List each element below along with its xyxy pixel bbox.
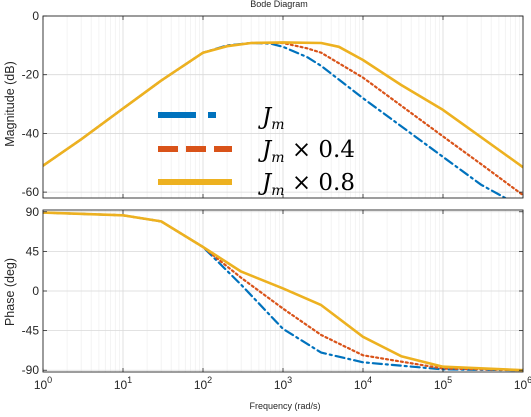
x-tick-label: 104 <box>354 375 372 392</box>
legend-label-jm: Jm <box>258 104 285 133</box>
phase-axis-label: Phase (deg) <box>3 258 17 326</box>
phase-y-tick-label: 0 <box>32 284 39 298</box>
phase-axes-frame <box>42 209 524 373</box>
x-axis-label: Frequency (rad/s) <box>249 401 320 411</box>
chart-title: Bode Diagram <box>250 0 308 9</box>
legend-label-jm-08: Jm × 0.8 <box>258 170 355 199</box>
magnitude-series-line-3 <box>43 41 523 169</box>
magnitude-axes-frame <box>42 15 524 199</box>
legend-label-jm-04: Jm × 0.4 <box>258 137 355 166</box>
magnitude-axes <box>42 15 524 199</box>
x-tick-label: 106 <box>514 375 531 392</box>
magnitude-y-tick-label: 0 <box>32 9 39 23</box>
phase-grid <box>42 210 524 372</box>
phase-y-tick-label: 90 <box>26 205 40 219</box>
x-tick-label: 102 <box>194 375 212 392</box>
phase-axes <box>42 209 524 373</box>
phase-series <box>43 211 523 372</box>
magnitude-series <box>43 41 523 198</box>
magnitude-y-tick-label: -40 <box>22 126 40 140</box>
phase-y-tick-label: -45 <box>22 324 40 338</box>
x-tick-label: 101 <box>114 375 132 392</box>
legend: Jm Jm × 0.4 Jm × 0.8 <box>158 104 355 199</box>
magnitude-y-tick-label: -20 <box>22 68 40 82</box>
x-tick-label: 103 <box>274 375 292 392</box>
phase-series-line-3 <box>43 211 523 372</box>
x-tick-label: 105 <box>434 375 452 392</box>
phase-y-tick-label: -90 <box>22 363 40 377</box>
phase-y-tick-label: 45 <box>26 244 40 258</box>
magnitude-axis-label: Magnitude (dB) <box>3 61 17 146</box>
magnitude-y-tick-label: -60 <box>22 185 40 199</box>
x-tick-label: 100 <box>34 375 52 392</box>
